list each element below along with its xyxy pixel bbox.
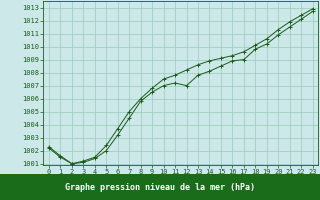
Text: Graphe pression niveau de la mer (hPa): Graphe pression niveau de la mer (hPa) bbox=[65, 182, 255, 192]
